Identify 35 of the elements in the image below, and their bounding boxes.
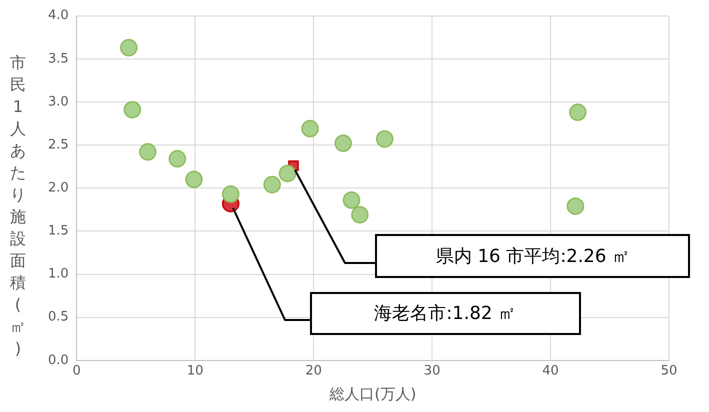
point (376, 130, 394, 148)
x-tick-label: 30 (424, 364, 440, 379)
x-tick-label: 20 (305, 364, 322, 379)
text: 市民1人あたり施設面積(㎡) (10, 53, 26, 358)
y-tick-label: 1.5 (48, 224, 69, 239)
x-tick-label: 50 (660, 364, 678, 379)
point (124, 100, 142, 118)
x-tick-label: 0 (72, 364, 81, 379)
point (278, 164, 296, 182)
point (566, 197, 584, 215)
x-axis-title: 総人口(万人) (328, 384, 416, 403)
point (342, 191, 360, 209)
point (168, 150, 186, 168)
point (351, 206, 369, 224)
x-tick-label: 10 (186, 364, 204, 379)
y-tick-label: 0.5 (48, 310, 69, 325)
point (263, 176, 281, 194)
point (185, 170, 203, 188)
y-tick-label: 0.0 (48, 352, 69, 368)
point (139, 143, 157, 161)
y-tick-label: 2.5 (48, 137, 69, 152)
y-tick-label: 3.5 (48, 51, 69, 66)
point (301, 120, 319, 138)
callout-box: 県内 16 市平均:2.26 ㎡ (293, 166, 690, 278)
x-tick-label: 40 (542, 364, 559, 379)
annotation: 県内 16 市平均:2.26 ㎡ (375, 234, 690, 278)
point (569, 104, 587, 122)
y-tick-label: 3.0 (48, 94, 69, 110)
point (120, 38, 138, 56)
point (334, 134, 352, 152)
point (222, 185, 240, 203)
y-tick-label: 4.0 (48, 8, 69, 24)
y-tick-label: 2.0 (48, 180, 69, 196)
annotation: 海老名市:1.82 ㎡ (310, 292, 581, 335)
y-tick-label: 1.0 (48, 266, 69, 282)
